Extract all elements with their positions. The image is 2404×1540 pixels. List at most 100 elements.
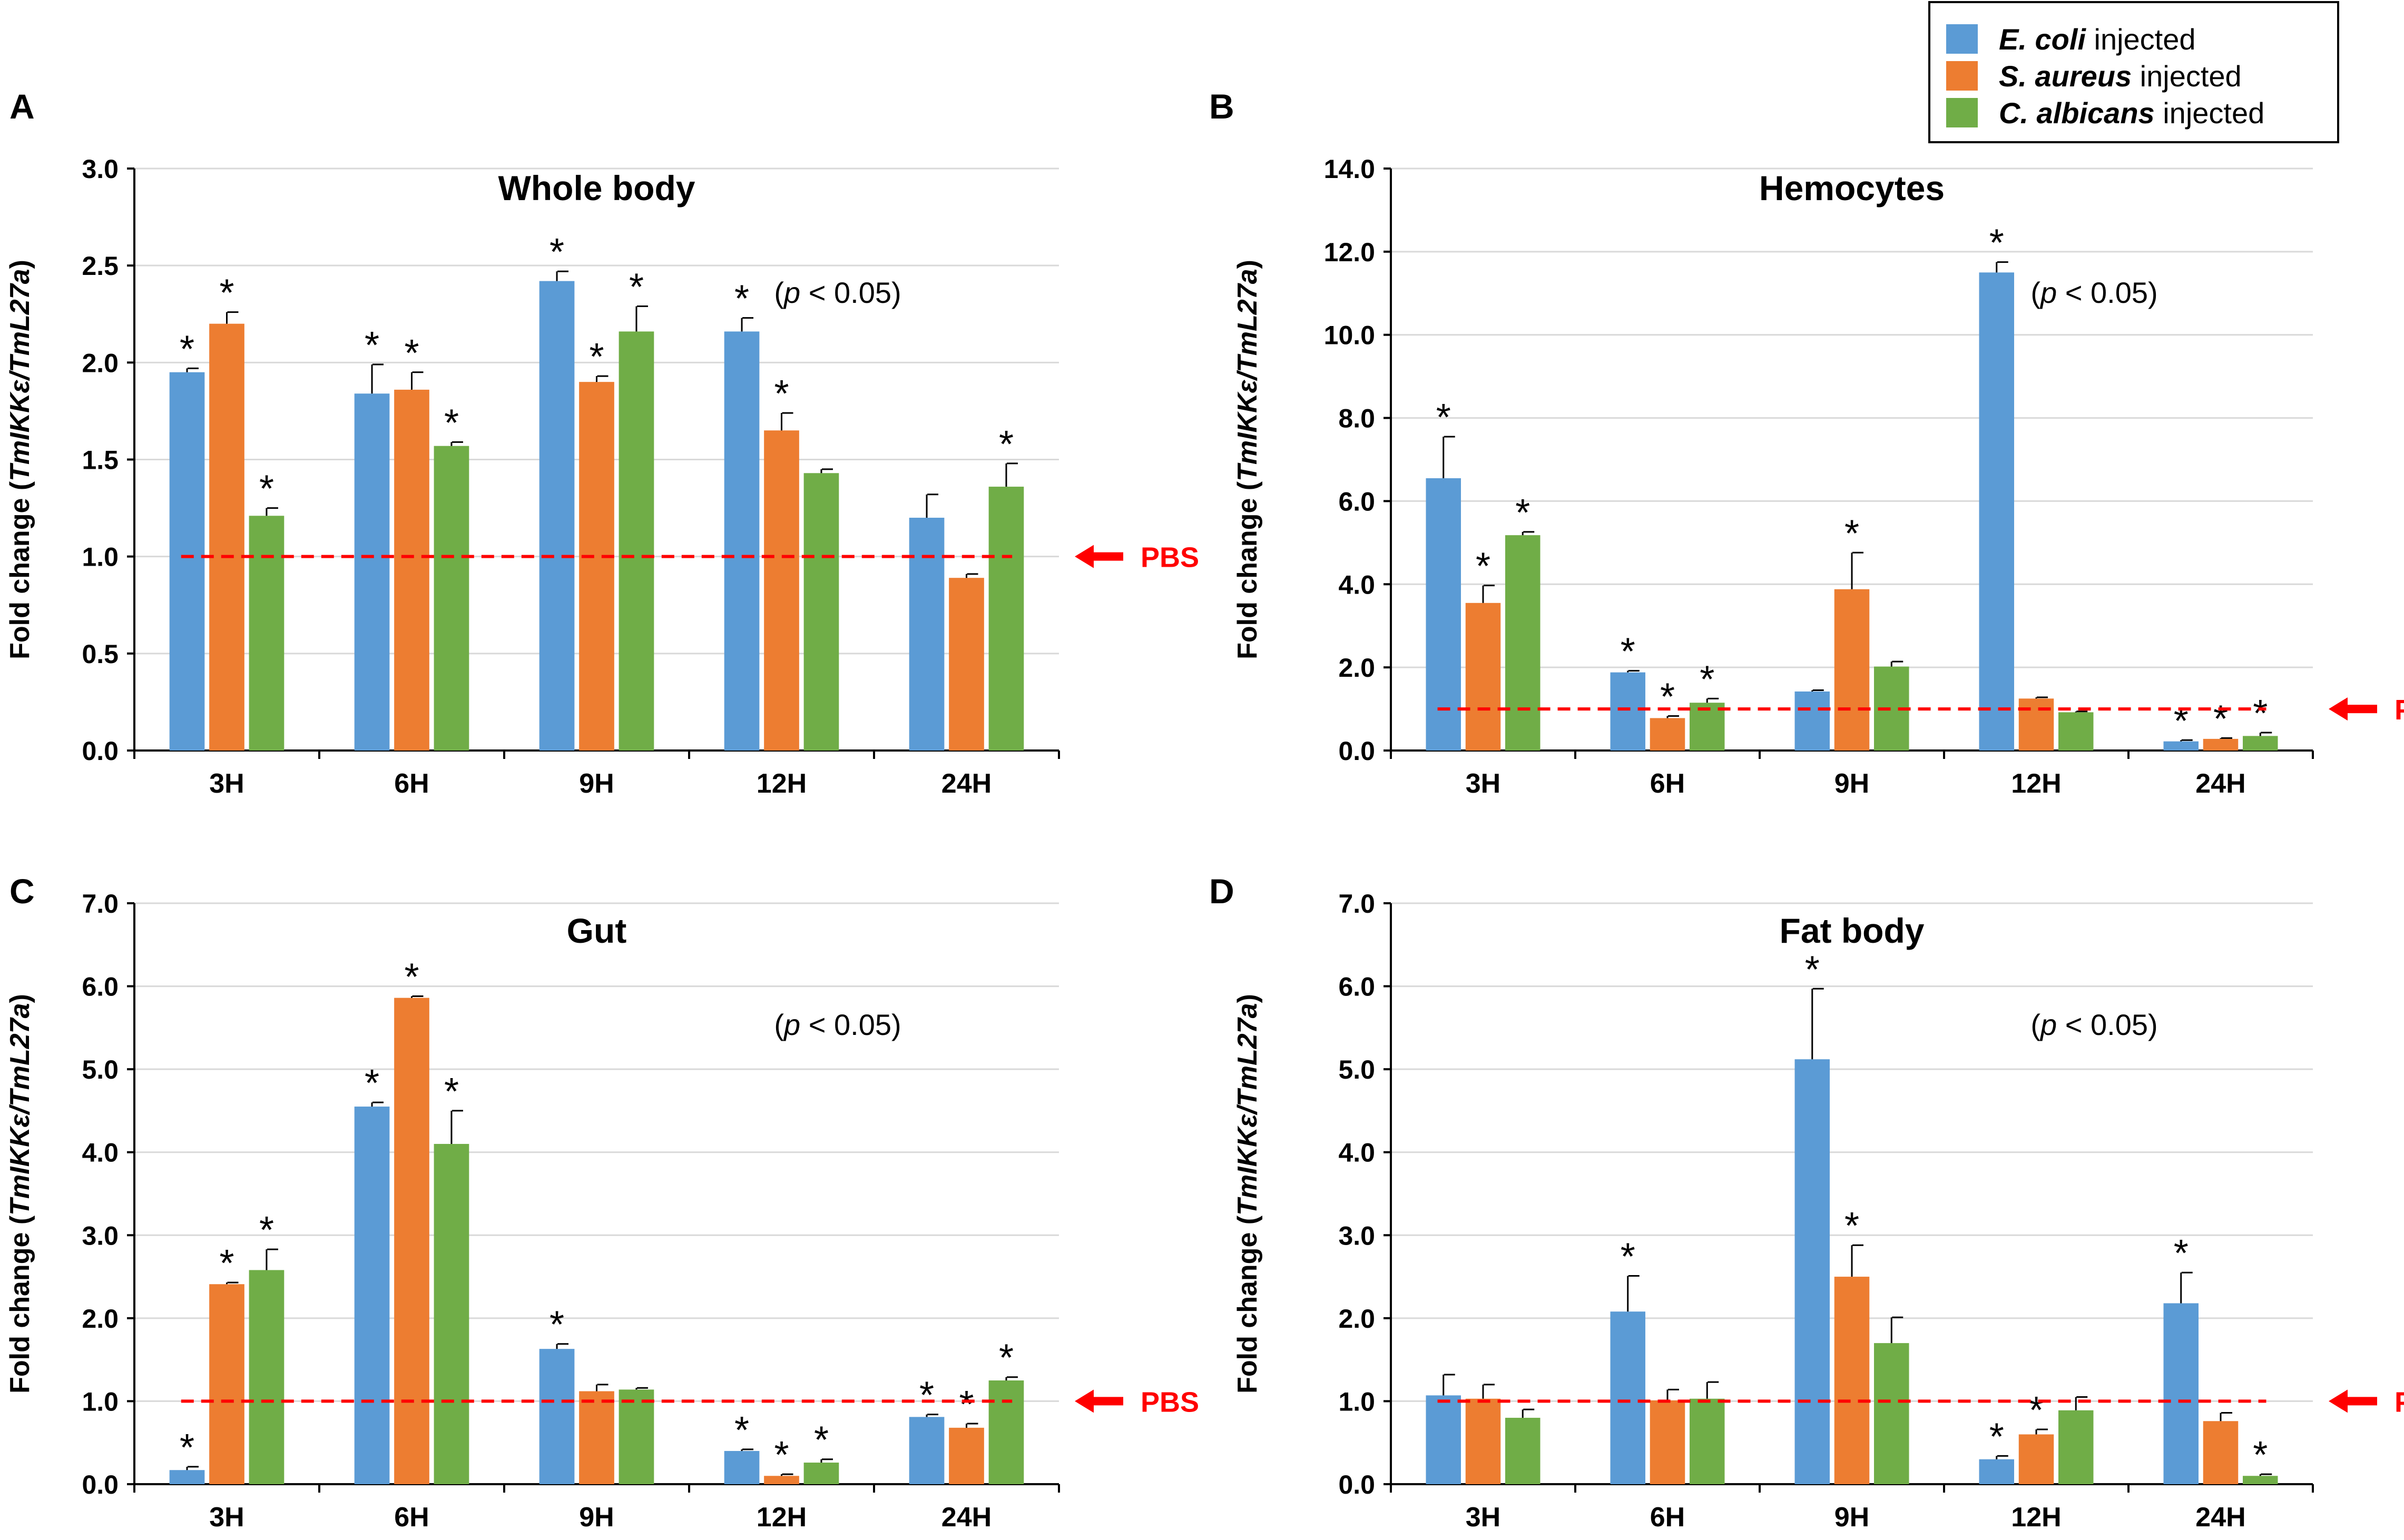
bar <box>1979 272 2014 751</box>
y-axis-title-part: TmIKKε/TmL27a <box>5 1003 35 1215</box>
bar <box>1610 1311 1645 1484</box>
significance-note: (p < 0.05) <box>2030 1008 2157 1041</box>
bar <box>2203 1421 2239 1484</box>
bar <box>724 331 760 751</box>
bar <box>1610 672 1645 751</box>
bar <box>354 393 390 751</box>
bar <box>909 1417 945 1484</box>
pbs-arrow-icon <box>2329 1389 2377 1413</box>
bar <box>2243 1476 2278 1484</box>
y-tick-label: 2.5 <box>82 251 119 281</box>
x-tick-label: 3H <box>1466 768 1500 799</box>
significance-star: * <box>2253 693 2268 735</box>
significance-star: * <box>774 1434 789 1476</box>
y-axis-title-part: Fold change ( <box>5 1215 35 1394</box>
significance-star: * <box>999 1337 1014 1379</box>
significance-star: * <box>550 1304 564 1346</box>
bar <box>1650 718 1685 751</box>
bar <box>1794 691 1830 751</box>
bar <box>2243 736 2278 751</box>
y-axis-title: Fold change (TmIKKε/TmL27a) <box>1232 260 1263 659</box>
y-tick-label: 6.0 <box>82 972 119 1002</box>
bar <box>1426 1395 1461 1484</box>
significance-star: * <box>1805 949 1820 991</box>
y-axis-title: Fold change (TmIKKε/TmL27a) <box>5 260 35 659</box>
significance-star: * <box>2029 1389 2044 1432</box>
bar <box>539 281 575 751</box>
significance-star: * <box>1989 222 2004 264</box>
significance-note: (p < 0.05) <box>774 1008 901 1041</box>
x-tick-label: 9H <box>579 1502 614 1533</box>
chart-title: Whole body <box>498 169 695 208</box>
y-axis-title-part: Fold change ( <box>5 481 35 659</box>
x-tick-label: 9H <box>1834 1502 1869 1533</box>
bar <box>539 1349 575 1484</box>
y-tick-label: 10.0 <box>1324 321 1375 350</box>
bar <box>434 446 469 751</box>
bar <box>579 1391 614 1484</box>
y-tick-label: 2.0 <box>82 1304 119 1334</box>
bar <box>249 516 284 751</box>
significance-star: * <box>589 336 604 378</box>
bar <box>803 473 839 751</box>
significance-note: (p < 0.05) <box>2030 276 2157 309</box>
legend: E. coli injected S. aureus injected C. a… <box>1928 1 2339 143</box>
legend-species: S. aureus <box>1999 59 2132 93</box>
significance-star: * <box>1476 546 1490 588</box>
significance-star: * <box>1989 1416 2004 1458</box>
chart-panel-A: A 0.0 0.5 1.0 1.5 2.0 2.5 3.0 3H 6H 9H 12H 24H * * * * * *… <box>5 87 1199 799</box>
y-tick-label: 7.0 <box>1338 889 1375 919</box>
bar <box>764 430 799 751</box>
pbs-arrow-icon <box>1075 545 1123 568</box>
y-tick-label: 0.5 <box>82 639 119 669</box>
significance-star: * <box>1844 512 1859 555</box>
legend-swatch-calbicans <box>1946 98 1978 127</box>
bar <box>1834 589 1870 751</box>
bar <box>909 518 945 751</box>
legend-suffix: injected <box>2085 22 2196 56</box>
significance-star: * <box>2213 698 2228 740</box>
x-tick-label: 6H <box>394 768 429 799</box>
significance-star: * <box>629 266 644 309</box>
bar <box>988 1380 1024 1484</box>
bar <box>2058 712 2094 751</box>
bar <box>2203 738 2239 751</box>
significance-star: * <box>219 272 234 314</box>
significance-star: * <box>444 402 459 444</box>
significance-note-part: p <box>783 1008 800 1041</box>
pbs-label: PBS <box>1141 542 1199 574</box>
y-tick-label: 6.0 <box>1338 487 1375 516</box>
y-tick-label: 0.0 <box>1338 736 1375 766</box>
bar <box>579 382 614 751</box>
y-tick-label: 12.0 <box>1324 238 1375 267</box>
y-tick-label: 4.0 <box>1338 1138 1375 1168</box>
bar <box>1834 1277 1870 1484</box>
y-tick-label: 7.0 <box>82 889 119 919</box>
bar <box>434 1143 469 1484</box>
bar <box>949 578 984 751</box>
y-tick-label: 0.0 <box>1338 1470 1375 1499</box>
bar <box>354 1107 390 1484</box>
x-tick-label: 12H <box>2011 768 2061 799</box>
bar <box>1690 703 1725 751</box>
significance-star: * <box>259 468 274 510</box>
y-axis-title-part: TmIKKε/TmL27a <box>1232 1003 1263 1215</box>
y-axis-title-part: ) <box>5 260 35 269</box>
y-tick-label: 5.0 <box>1338 1055 1375 1084</box>
pbs-label: PBS <box>2395 694 2404 726</box>
x-tick-label: 3H <box>209 768 244 799</box>
x-tick-label: 24H <box>941 768 992 799</box>
chart-panel-C: C 0.0 1.0 2.0 3.0 4.0 5.0 6.0 7.0 3H 6H 9H 12H 24H * * *… <box>5 872 1199 1533</box>
bar <box>169 372 205 751</box>
y-tick-label: 3.0 <box>1338 1221 1375 1250</box>
pbs-label: PBS <box>2395 1386 2404 1418</box>
legend-suffix: injected <box>2154 96 2265 130</box>
y-axis-title-part: TmIKKε/TmL27a <box>5 269 35 481</box>
significance-star: * <box>2174 1232 2189 1275</box>
significance-star: * <box>1515 492 1530 534</box>
legend-entry-calbicans: C. albicans injected <box>1946 96 2265 130</box>
bar <box>803 1463 839 1484</box>
y-axis-title-part: ) <box>1232 260 1263 269</box>
significance-note-part: < 0.05) <box>800 276 901 309</box>
panel-letter: B <box>1209 87 1234 126</box>
